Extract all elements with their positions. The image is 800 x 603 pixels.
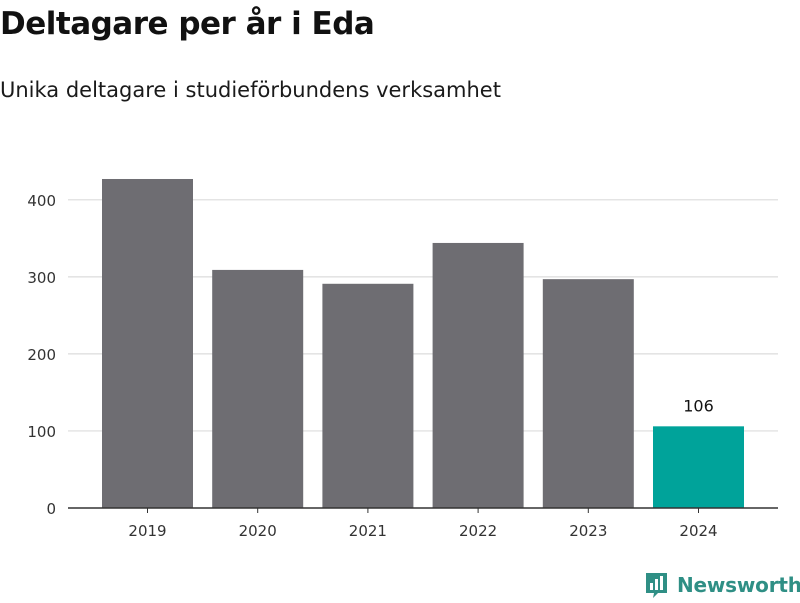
bar bbox=[102, 178, 193, 508]
x-tick-label: 2021 bbox=[349, 522, 387, 540]
x-tick-label: 2019 bbox=[128, 522, 166, 540]
newsworthy-logo-icon bbox=[644, 571, 669, 599]
brand-logo: Newsworthy bbox=[644, 568, 800, 602]
chart-title: Deltagare per år i Eda bbox=[0, 6, 375, 42]
y-tick-label: 400 bbox=[27, 192, 56, 210]
brand-name: Newsworthy bbox=[677, 573, 800, 597]
y-tick-label: 200 bbox=[27, 346, 56, 364]
bar bbox=[432, 242, 524, 508]
bar bbox=[322, 283, 414, 508]
x-tick-label: 2024 bbox=[679, 522, 717, 540]
bar bbox=[542, 279, 634, 508]
data-label: 106 bbox=[683, 396, 714, 415]
x-tick-label: 2023 bbox=[569, 522, 607, 540]
y-tick-label: 100 bbox=[27, 423, 56, 441]
x-tick-label: 2020 bbox=[239, 522, 277, 540]
chart-subtitle: Unika deltagare i studieförbundens verks… bbox=[0, 78, 501, 102]
y-tick-label: 300 bbox=[27, 269, 56, 287]
bar bbox=[653, 426, 744, 508]
bar bbox=[212, 269, 304, 508]
y-tick-label: 0 bbox=[46, 500, 56, 518]
x-tick-label: 2022 bbox=[459, 522, 497, 540]
